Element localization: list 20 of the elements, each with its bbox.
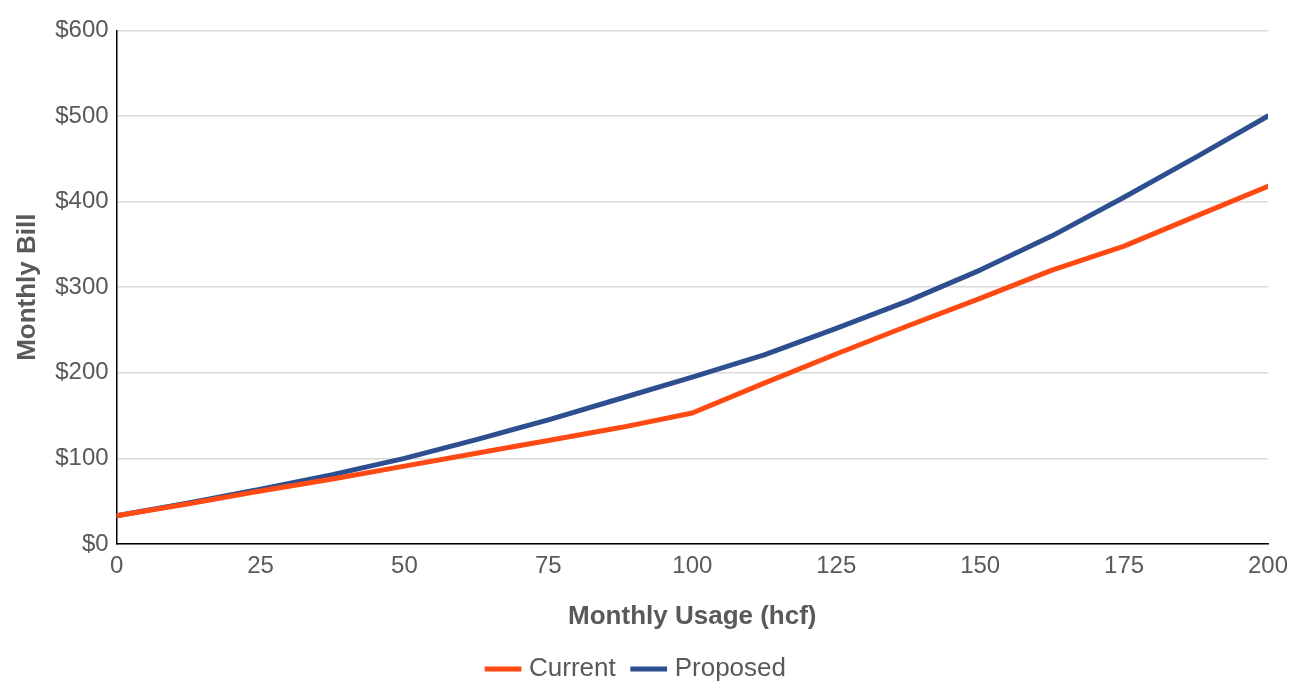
legend-label: Current	[529, 652, 617, 683]
x-tick-label: 100	[672, 551, 713, 579]
y-axis-title: Monthly Bill	[10, 213, 41, 361]
x-tick-label: 25	[247, 551, 274, 579]
y-tick-label: $500	[55, 100, 109, 128]
x-tick-label: 125	[816, 551, 857, 579]
legend-label: Proposed	[674, 652, 787, 683]
y-tick-label: $100	[55, 443, 109, 471]
x-tick-label: 75	[535, 551, 562, 579]
x-tick-label: 0	[109, 551, 124, 579]
x-tick-label: 150	[960, 551, 1001, 579]
y-tick-label: $300	[55, 271, 109, 299]
x-tick-label: 200	[1247, 551, 1289, 579]
x-axis-title: Monthly Usage (hcf)	[568, 599, 817, 630]
x-tick-label: 50	[391, 551, 418, 579]
y-tick-label: $200	[55, 357, 109, 385]
y-tick-label: $600	[55, 15, 109, 43]
x-tick-label: 175	[1104, 551, 1145, 579]
y-tick-label: $0	[81, 528, 109, 556]
y-tick-label: $400	[55, 186, 109, 214]
